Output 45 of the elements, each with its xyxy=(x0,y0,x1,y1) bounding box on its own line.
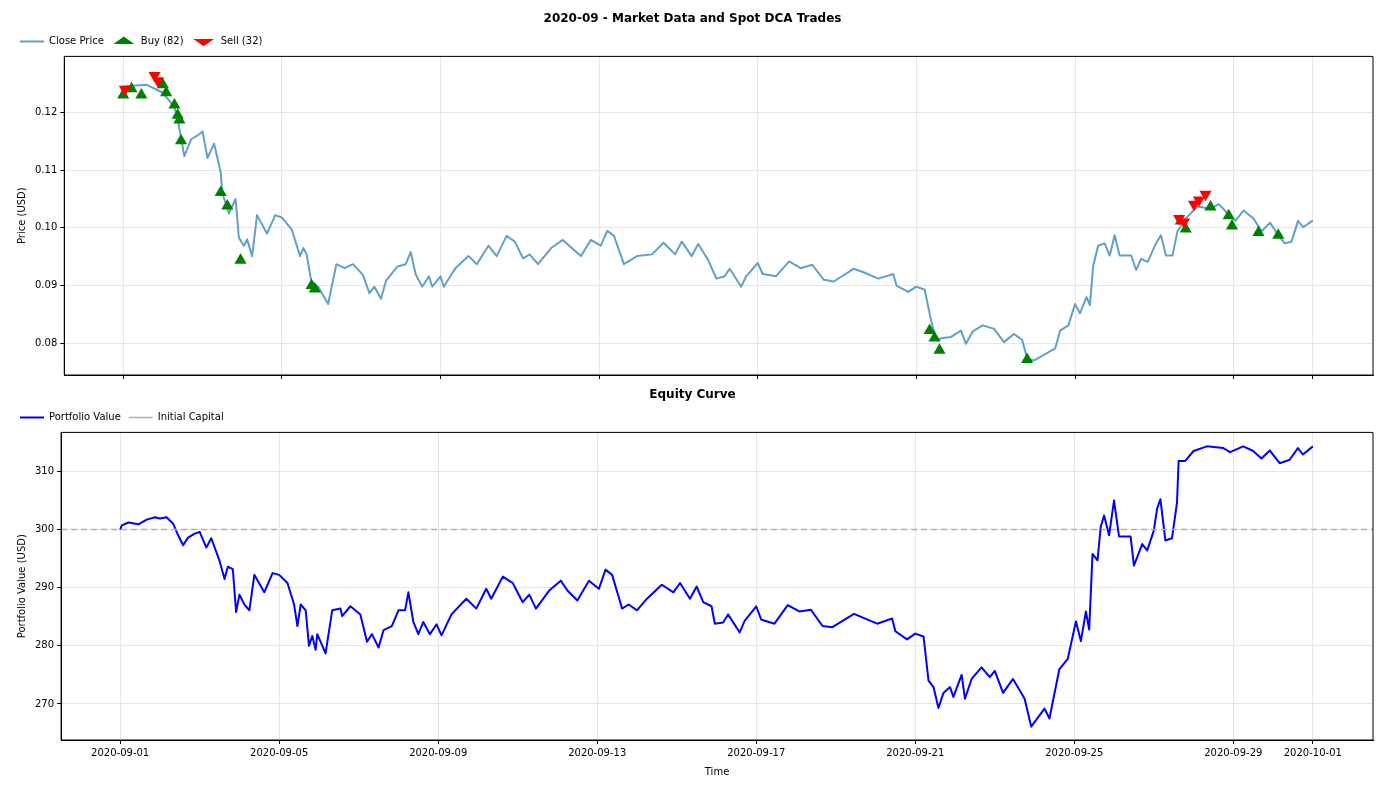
y-tick-label: 280 xyxy=(34,639,55,651)
y-tick-label: 0.10 xyxy=(35,221,58,233)
x-tick-label: 2020-09-21 xyxy=(886,746,945,758)
chart-title: 2020-09 - Market Data and Spot DCA Trades xyxy=(543,11,842,26)
y-tick-label: 0.11 xyxy=(35,163,58,175)
x-axis-title: Time xyxy=(703,765,730,777)
point xyxy=(214,185,227,197)
x-tick-label: 2020-10-01 xyxy=(1283,746,1342,758)
point xyxy=(1222,208,1235,220)
y-tick-label: 0.12 xyxy=(35,105,58,117)
legend-label: Buy (82) xyxy=(140,34,184,46)
chart-title: Equity Curve xyxy=(649,387,736,402)
point xyxy=(168,97,181,109)
y-tick-label: 290 xyxy=(34,581,55,593)
x-tick-label: 2020-09-29 xyxy=(1204,746,1263,758)
point xyxy=(923,323,936,335)
x-tick-label: 2020-09-25 xyxy=(1045,746,1104,758)
point xyxy=(933,343,946,354)
point xyxy=(135,88,148,99)
y-tick-label: 270 xyxy=(34,697,55,709)
x-tick-label: 2020-09-17 xyxy=(727,746,786,758)
x-tick-label: 2020-09-09 xyxy=(409,746,468,758)
legend-label: Initial Capital xyxy=(157,410,224,422)
point xyxy=(1252,225,1265,236)
legend-label: Sell (32) xyxy=(220,34,263,46)
point xyxy=(1204,200,1217,211)
x-tick-label: 2020-09-01 xyxy=(91,746,150,758)
y-axis-title: Price (USD) xyxy=(15,187,27,245)
y-tick-label: 300 xyxy=(34,523,55,535)
legend-label: Close Price xyxy=(49,34,104,46)
point xyxy=(234,253,247,264)
y-axis-title: Portfolio Value (USD) xyxy=(15,534,27,639)
y-tick-label: 0.08 xyxy=(35,336,58,348)
legend-label: Portfolio Value xyxy=(49,410,121,422)
y-tick-label: 0.09 xyxy=(35,279,58,291)
point xyxy=(174,133,188,145)
y-tick-label: 310 xyxy=(34,464,55,476)
point xyxy=(308,282,321,293)
point xyxy=(1225,219,1239,230)
point xyxy=(221,198,234,210)
point xyxy=(1021,352,1034,363)
point xyxy=(1272,228,1285,239)
x-tick-label: 2020-09-05 xyxy=(250,746,309,758)
point xyxy=(928,331,941,342)
x-tick-label: 2020-09-13 xyxy=(568,746,627,758)
